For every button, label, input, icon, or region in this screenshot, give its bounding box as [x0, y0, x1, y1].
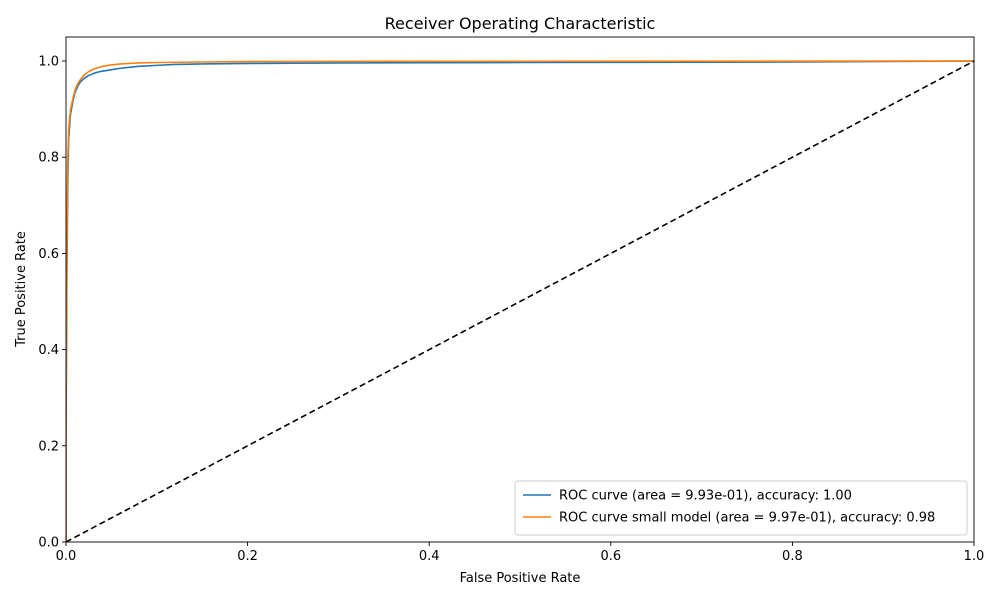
y-tick-label: 1.0: [38, 55, 59, 70]
chance-diagonal-line: [66, 60, 974, 542]
chart-title: Receiver Operating Characteristic: [385, 14, 656, 33]
x-tick-label: 0.4: [419, 549, 440, 564]
x-tick-label: 0.6: [600, 549, 621, 564]
x-tick-label: 0.0: [56, 549, 77, 564]
series-group: [66, 60, 974, 542]
legend-box: [514, 480, 968, 536]
x-tick-label: 0.2: [237, 549, 258, 564]
y-tick-label: 0.4: [38, 343, 59, 358]
plot-area: [65, 36, 975, 543]
y-axis: 0.0 0.2 0.4 0.6 0.8 1.0: [38, 55, 66, 551]
x-tick-label: 1.0: [964, 549, 985, 564]
legend-entry-label: ROC curve (area = 9.93e-01), accuracy: 1…: [559, 489, 852, 504]
series-line-2: [66, 60, 974, 542]
y-tick-label: 0.0: [38, 536, 59, 551]
x-axis-label: False Positive Rate: [460, 571, 581, 586]
y-tick-label: 0.6: [38, 247, 59, 262]
y-tick-label: 0.2: [38, 439, 59, 454]
y-tick-label: 0.8: [38, 151, 59, 166]
x-tick-label: 0.8: [782, 549, 803, 564]
legend: ROC curve (area = 9.93e-01), accuracy: 1…: [514, 480, 968, 536]
y-axis-label: True Positive Rate: [14, 231, 29, 348]
x-axis: 0.0 0.2 0.4 0.6 0.8 1.0: [56, 542, 985, 564]
plot-frame: [65, 36, 975, 543]
legend-entry-label: ROC curve small model (area = 9.97e-01),…: [559, 511, 935, 526]
